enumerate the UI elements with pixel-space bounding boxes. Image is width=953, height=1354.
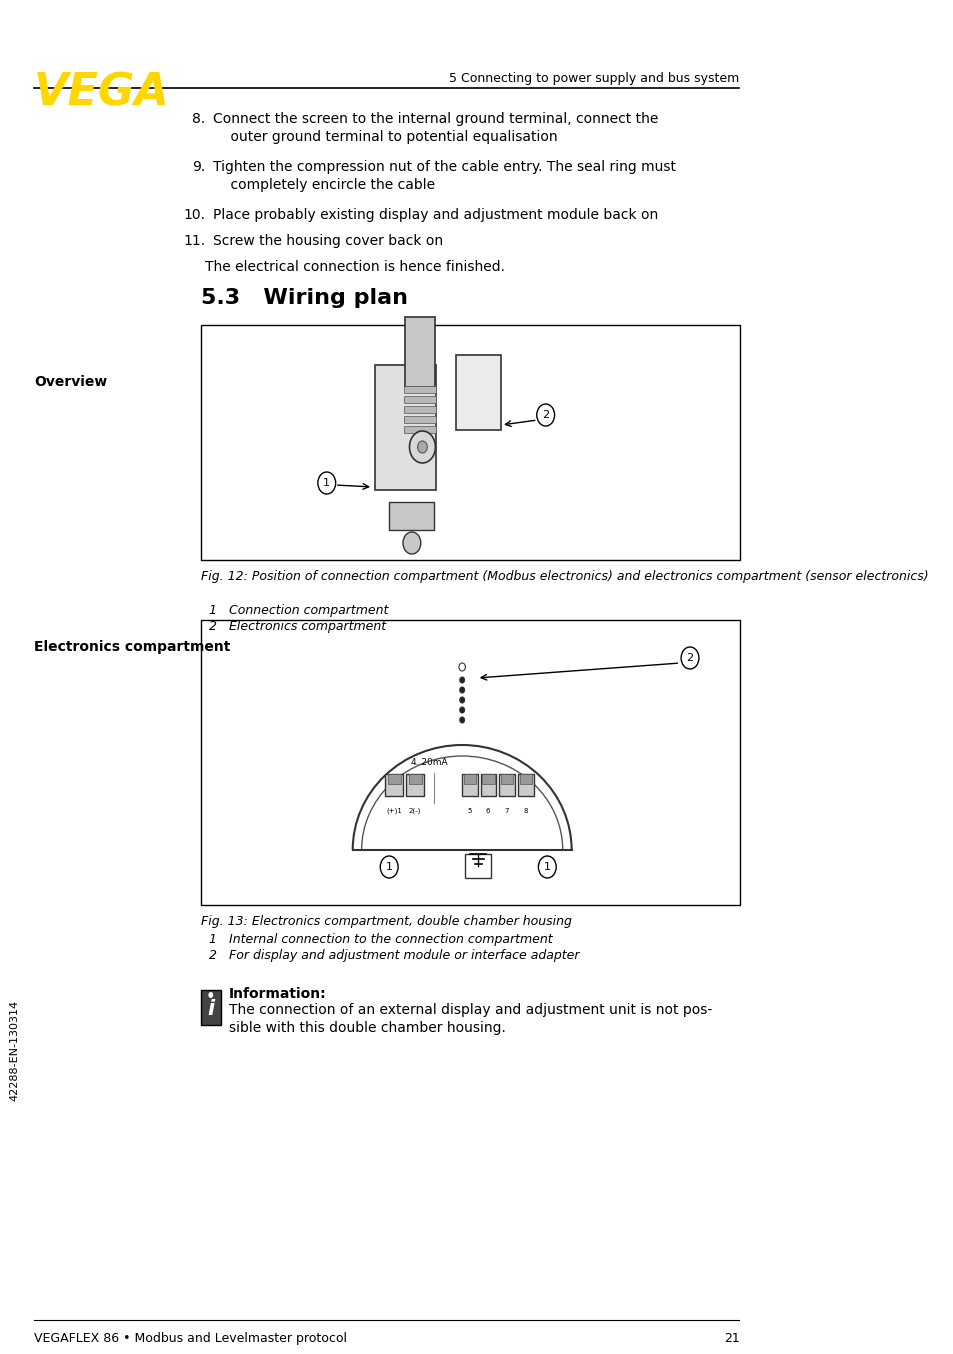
Bar (375, 366, 436, 490)
Text: 1   Connection compartment: 1 Connection compartment (209, 604, 388, 617)
Circle shape (409, 431, 435, 463)
Bar (201, 990, 220, 1025)
Circle shape (380, 856, 397, 877)
Text: 6: 6 (485, 808, 490, 814)
Text: VEGAFLEX 86 • Modbus and Levelmaster protocol: VEGAFLEX 86 • Modbus and Levelmaster pro… (34, 1332, 347, 1345)
Text: 2   For display and adjustment module or interface adapter: 2 For display and adjustment module or i… (209, 949, 579, 961)
Bar (463, 774, 476, 784)
Bar (406, 774, 424, 796)
Bar (201, 325, 740, 561)
Text: 8.: 8. (192, 112, 205, 126)
Bar (405, 317, 435, 387)
Text: Connect the screen to the internal ground terminal, connect the
    outer ground: Connect the screen to the internal groun… (213, 112, 658, 145)
Circle shape (680, 647, 699, 669)
Text: 1   Internal connection to the connection compartment: 1 Internal connection to the connection … (209, 933, 552, 946)
Text: 2: 2 (686, 653, 693, 663)
Bar (403, 386, 436, 393)
Text: Tighten the compression nut of the cable entry. The seal ring must
    completel: Tighten the compression nut of the cable… (213, 160, 676, 192)
Circle shape (417, 441, 427, 454)
Bar (403, 395, 436, 403)
Text: Place probably existing display and adjustment module back on: Place probably existing display and adju… (213, 209, 658, 222)
Text: 5: 5 (467, 808, 471, 814)
Circle shape (402, 532, 420, 554)
Text: i: i (207, 999, 214, 1020)
Circle shape (537, 403, 554, 427)
Bar (408, 774, 421, 784)
Circle shape (458, 663, 465, 672)
Circle shape (459, 686, 464, 693)
Text: 5 Connecting to power supply and bus system: 5 Connecting to power supply and bus sys… (449, 72, 739, 85)
Text: Fig. 13: Electronics compartment, double chamber housing: Fig. 13: Electronics compartment, double… (201, 915, 572, 927)
Circle shape (317, 473, 335, 494)
Text: Fig. 12: Position of connection compartment (Modbus electronics) and electronics: Fig. 12: Position of connection compartm… (201, 570, 927, 584)
Text: 2   Electronics compartment: 2 Electronics compartment (209, 620, 386, 634)
Text: 42288-EN-130314: 42288-EN-130314 (10, 999, 20, 1101)
Bar (461, 774, 477, 796)
Bar (403, 416, 436, 422)
Bar (403, 406, 436, 413)
Text: Information:: Information: (229, 987, 326, 1001)
Text: 4..20mA: 4..20mA (411, 758, 448, 766)
Bar (387, 774, 400, 784)
Bar (517, 774, 533, 796)
Bar (480, 774, 496, 796)
Bar (519, 774, 532, 784)
Text: The electrical connection is hence finished.: The electrical connection is hence finis… (205, 260, 504, 274)
Circle shape (459, 697, 464, 703)
Circle shape (459, 707, 464, 714)
Bar (482, 774, 494, 784)
Text: 2: 2 (541, 410, 549, 420)
Text: Overview: Overview (34, 375, 107, 389)
Text: 21: 21 (723, 1332, 739, 1345)
Bar (456, 355, 500, 431)
Text: 5.3   Wiring plan: 5.3 Wiring plan (201, 288, 408, 307)
Text: 1: 1 (385, 862, 393, 872)
Circle shape (459, 718, 464, 723)
Circle shape (208, 992, 213, 998)
Bar (385, 774, 402, 796)
Text: 11.: 11. (183, 234, 205, 248)
Text: Screw the housing cover back on: Screw the housing cover back on (213, 234, 443, 248)
Text: VEGA: VEGA (34, 72, 170, 115)
Text: 1: 1 (543, 862, 550, 872)
Bar (500, 774, 513, 784)
Circle shape (459, 677, 464, 682)
Text: 7: 7 (504, 808, 509, 814)
Circle shape (537, 856, 556, 877)
Text: Electronics compartment: Electronics compartment (34, 640, 231, 654)
Text: (+)1: (+)1 (386, 808, 401, 815)
Text: 2(-): 2(-) (409, 808, 421, 815)
Bar (499, 774, 515, 796)
Text: 9.: 9. (192, 160, 205, 175)
Bar (389, 502, 434, 529)
Text: 8: 8 (522, 808, 527, 814)
Text: The connection of an external display and adjustment unit is not pos-
sible with: The connection of an external display an… (229, 1003, 711, 1036)
Bar (201, 620, 740, 904)
Text: 10.: 10. (183, 209, 205, 222)
Bar (403, 427, 436, 433)
Text: 1: 1 (323, 478, 330, 487)
Bar (465, 854, 491, 877)
